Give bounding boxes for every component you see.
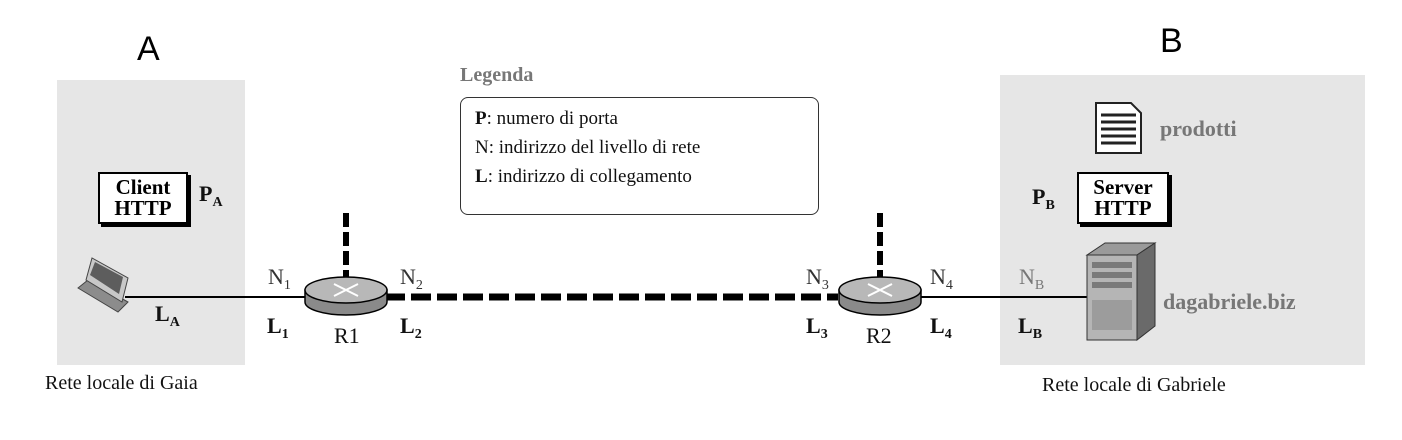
lan-gaia-caption: Rete locale di Gaia [45, 372, 198, 394]
router-r2-name: R2 [866, 323, 892, 348]
r2-n-left-label: N3 [806, 264, 829, 293]
router-r2-icon [838, 276, 922, 316]
file-prodotti-label: prodotti [1160, 116, 1237, 141]
host-a-letter: A [137, 30, 160, 68]
r1-l-right-label: L2 [400, 313, 422, 342]
client-http-line1: Client [115, 175, 171, 199]
link-b-label: LB [1018, 313, 1043, 342]
port-b-label: PB [1032, 184, 1055, 213]
net-b-label: NB [1019, 264, 1045, 293]
router-r1-icon [304, 276, 388, 316]
lan-gabriele-caption: Rete locale di Gabriele [1042, 374, 1226, 396]
server-name-label: dagabriele.biz [1163, 289, 1296, 314]
document-icon [1095, 102, 1142, 154]
r2-l-left-label: L3 [806, 313, 828, 342]
r1-l-left-label: L1 [267, 313, 289, 342]
server-tower-icon [1085, 242, 1157, 342]
lan-gabriele-panel [1000, 75, 1365, 365]
legend-row-network: N: indirizzo del livello di rete [475, 137, 701, 158]
link-a-label: LA [155, 301, 180, 330]
port-a-label: PA [199, 181, 223, 210]
client-http-box: Client HTTP [98, 172, 188, 224]
server-http-line1: Server [1093, 175, 1153, 199]
server-http-line2: HTTP [1094, 196, 1152, 220]
r1-n-right-label: N2 [400, 264, 423, 293]
legend-box: P: numero di porta N: indirizzo del live… [460, 97, 819, 215]
legend-row-port: P: numero di porta [475, 108, 618, 129]
router-r1-name: R1 [334, 323, 360, 348]
laptop-icon [77, 257, 129, 313]
r2-l-right-label: L4 [930, 313, 952, 342]
server-http-box: Server HTTP [1077, 172, 1169, 224]
legend-row-link: L: indirizzo di collegamento [475, 166, 692, 187]
legend-title: Legenda [460, 64, 534, 86]
client-http-line2: HTTP [114, 196, 172, 220]
r1-n-left-label: N1 [268, 264, 291, 293]
r2-n-right-label: N4 [930, 264, 953, 293]
host-b-letter: B [1160, 22, 1183, 60]
